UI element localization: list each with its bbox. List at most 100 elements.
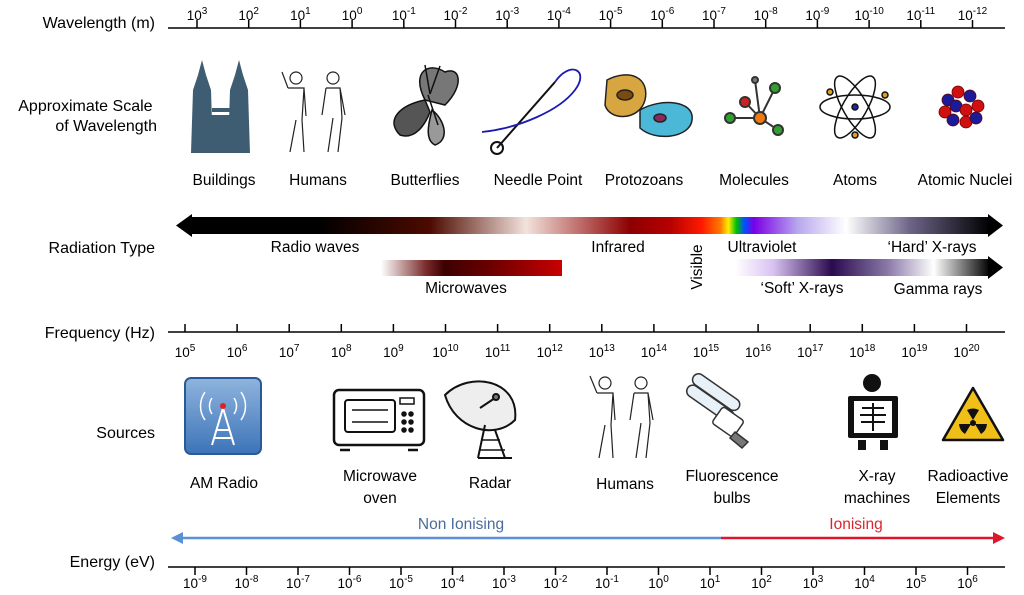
wavelength-label: 101 xyxy=(290,6,311,23)
wavelength-label: 103 xyxy=(187,6,208,23)
wavelength-label: 10-1 xyxy=(392,6,416,23)
energy-label: 10-3 xyxy=(492,574,516,591)
energy-base: 10 xyxy=(235,576,250,591)
frequency-exponent: 20 xyxy=(968,343,980,354)
wavelength-exponent: -9 xyxy=(820,6,829,17)
wavelength-base: 10 xyxy=(958,8,973,23)
frequency-base: 10 xyxy=(693,345,708,360)
energy-base: 10 xyxy=(906,576,921,591)
am-radio-caption: AM Radio xyxy=(190,475,258,492)
wavelength-base: 10 xyxy=(444,8,459,23)
microwave-oven-icon xyxy=(332,388,426,452)
wavelength-exponent: -8 xyxy=(769,6,778,17)
energy-exponent: 1 xyxy=(715,574,721,585)
frequency-label: 1019 xyxy=(901,343,928,360)
energy-label: 10-6 xyxy=(338,574,362,591)
wavelength-base: 10 xyxy=(495,8,510,23)
wavelength-base: 10 xyxy=(238,8,253,23)
energy-label: 10-8 xyxy=(235,574,259,591)
radar-icon xyxy=(443,380,517,459)
frequency-exponent: 18 xyxy=(864,343,876,354)
fluorescent-bulb-icon xyxy=(685,373,750,450)
energy-base: 10 xyxy=(700,576,715,591)
frequency-base: 10 xyxy=(641,345,656,360)
energy-base: 10 xyxy=(648,576,663,591)
frequency-base: 10 xyxy=(227,345,242,360)
frequency-base: 10 xyxy=(901,345,916,360)
scale-row-label: Approximate Scale of Wavelength xyxy=(18,98,157,135)
wavelength-label: 10-3 xyxy=(495,6,519,23)
scale-caption: Humans xyxy=(289,172,347,189)
soft-xrays-label: ‘Soft’ X-rays xyxy=(761,280,844,297)
energy-exponent: -5 xyxy=(404,574,413,585)
frequency-base: 10 xyxy=(432,345,447,360)
energy-exponent: 5 xyxy=(921,574,927,585)
wavelength-label: 100 xyxy=(342,6,363,23)
scale-row-label-line2: of Wavelength xyxy=(55,118,157,135)
wavelength-base: 10 xyxy=(187,8,202,23)
radio-waves-label: Radio waves xyxy=(271,239,360,256)
wavelength-base: 10 xyxy=(392,8,407,23)
frequency-exponent: 10 xyxy=(447,343,459,354)
energy-exponent: -7 xyxy=(301,574,310,585)
wavelength-exponent: -4 xyxy=(562,6,571,17)
energy-exponent: 4 xyxy=(869,574,875,585)
atomic-nucleus-icon xyxy=(938,85,985,129)
fluorescence-caption-line: Fluorescence xyxy=(685,468,778,485)
non-ionising-label: Non Ionising xyxy=(418,516,504,533)
frequency-exponent: 14 xyxy=(656,343,668,354)
microwave-oven-caption-line: oven xyxy=(363,490,397,507)
scale-caption: Buildings xyxy=(193,172,256,189)
scale-caption: Atoms xyxy=(833,172,877,189)
wavelength-exponent: -11 xyxy=(921,6,935,17)
wavelength-base: 10 xyxy=(342,8,357,23)
wavelength-base: 10 xyxy=(650,8,665,23)
frequency-exponent: 5 xyxy=(190,343,196,354)
radioactive-hazard-icon xyxy=(941,386,1005,442)
am-radio-icon xyxy=(184,377,262,455)
radar-caption-line: Radar xyxy=(469,475,511,492)
radioactive-caption-line: Radioactive xyxy=(928,468,1009,485)
frequency-label: 1017 xyxy=(797,343,824,360)
wavelength-base: 10 xyxy=(290,8,305,23)
frequency-exponent: 13 xyxy=(604,343,616,354)
frequency-base: 10 xyxy=(331,345,346,360)
scale-caption: Molecules xyxy=(719,172,789,189)
xray-caption-line: machines xyxy=(844,490,911,507)
wavelength-label: 10-5 xyxy=(599,6,623,23)
wavelength-exponent: -10 xyxy=(869,6,884,17)
humans-caption-line: Humans xyxy=(596,476,654,493)
hard-xrays-label: ‘Hard’ X-rays xyxy=(888,239,977,256)
xray-caption-line: X-ray xyxy=(858,468,895,485)
needle-icon xyxy=(481,68,582,155)
wavelength-base: 10 xyxy=(702,8,717,23)
molecule-icon xyxy=(724,76,784,136)
energy-base: 10 xyxy=(389,576,404,591)
gamma-rays-label: Gamma rays xyxy=(894,281,983,298)
energy-exponent: -4 xyxy=(456,574,465,585)
energy-base: 10 xyxy=(286,576,301,591)
humans-source-icon xyxy=(589,375,654,459)
wavelength-exponent: -2 xyxy=(459,6,468,17)
scale-row-label-line1: Approximate Scale xyxy=(18,98,152,115)
energy-label: 105 xyxy=(906,574,927,591)
frequency-base: 10 xyxy=(279,345,294,360)
wavelength-label: 10-11 xyxy=(906,6,935,23)
frequency-exponent: 19 xyxy=(916,343,928,354)
wavelength-label: 10-4 xyxy=(547,6,571,23)
energy-base: 10 xyxy=(751,576,766,591)
wavelength-exponent: -5 xyxy=(614,6,623,17)
energy-label: 101 xyxy=(700,574,721,591)
ultraviolet-label: Ultraviolet xyxy=(728,239,798,256)
fluorescence-caption: Fluorescence bulbs xyxy=(685,468,778,507)
energy-exponent: -2 xyxy=(559,574,568,585)
energy-exponent: 2 xyxy=(766,574,772,585)
frequency-label: 107 xyxy=(279,343,300,360)
frequency-axis: 105 106 107 108 109 1010 1011 1012 1013 1014 1015 1… xyxy=(168,324,1005,360)
frequency-label: 1014 xyxy=(641,343,668,360)
wavelength-label: 10-8 xyxy=(754,6,778,23)
energy-label: 10-9 xyxy=(183,574,207,591)
infrared-label: Infrared xyxy=(591,239,644,256)
frequency-base: 10 xyxy=(485,345,500,360)
radar-caption: Radar xyxy=(469,475,511,492)
